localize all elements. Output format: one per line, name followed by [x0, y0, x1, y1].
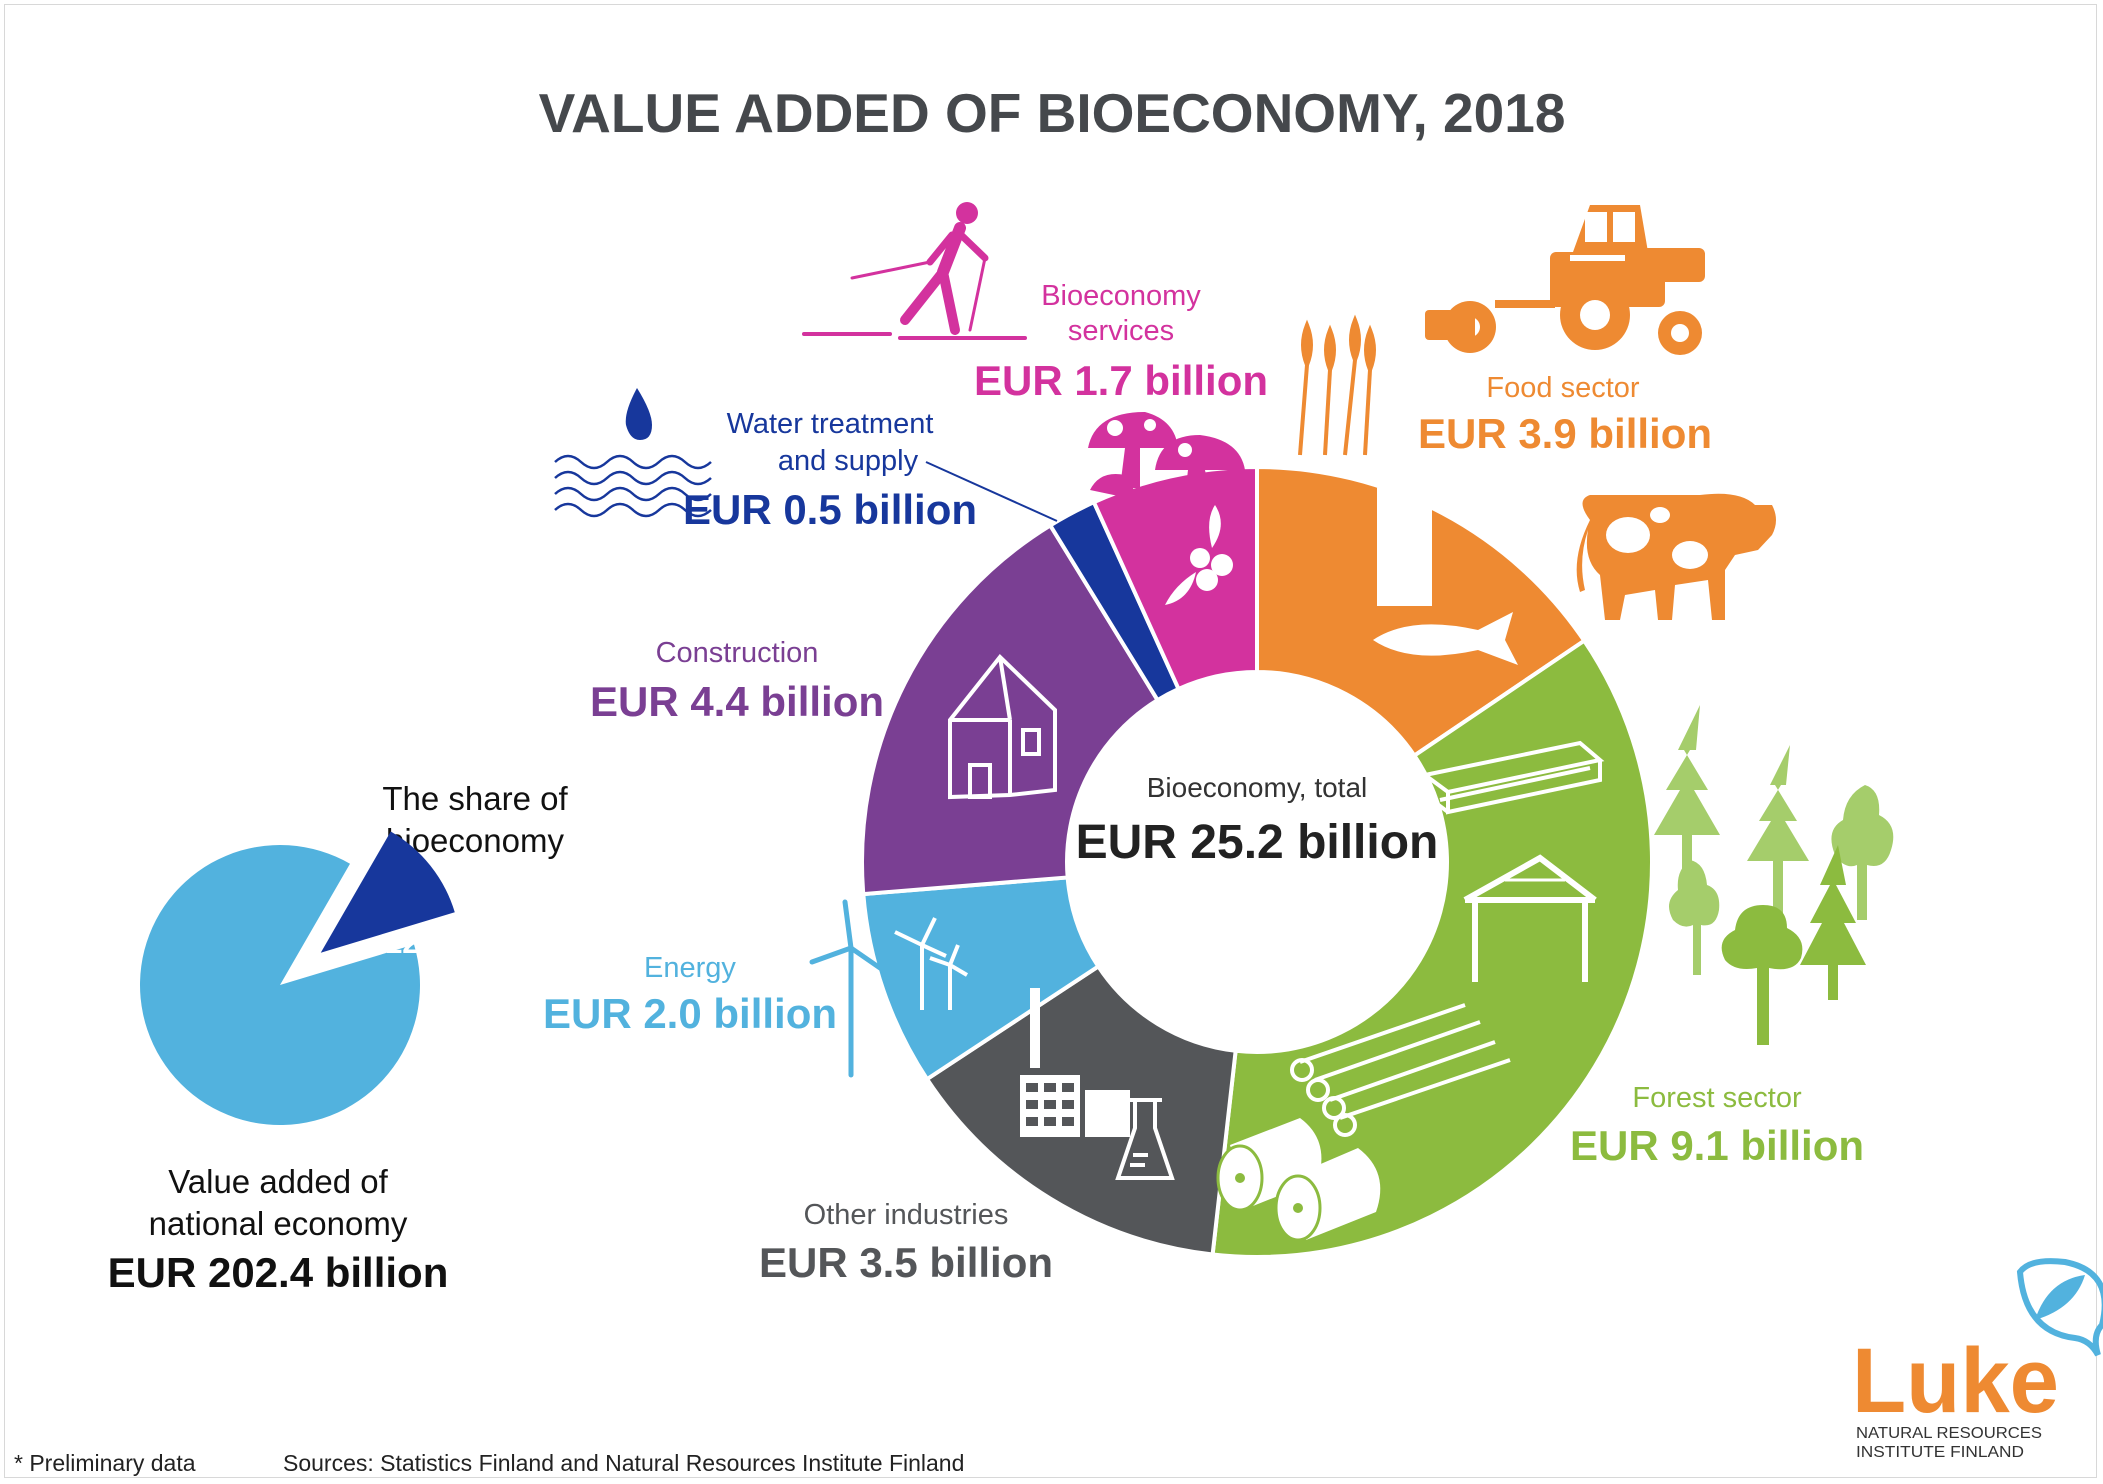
- tree-icon: [1654, 705, 1894, 1045]
- footer-sources: Sources: Statistics Finland and Natural …: [283, 1450, 964, 1476]
- share-title-1: The share of: [382, 780, 568, 817]
- water-drop-icon: [625, 388, 652, 440]
- label-forest-value: EUR 9.1 billion: [1570, 1122, 1864, 1169]
- share-pie-national-economy: [140, 845, 420, 1125]
- share-pie-chart: The share of bioeconomy 12% Value added …: [108, 780, 569, 1296]
- chart-title: VALUE ADDED OF BIOECONOMY, 2018: [539, 82, 1566, 144]
- label-construction-value: EUR 4.4 billion: [590, 678, 884, 725]
- wind-turbine-icon: [894, 917, 969, 1010]
- label-energy-name: Energy: [644, 952, 736, 984]
- leaf-speech-bubble-icon: [2016, 1258, 2103, 1357]
- mushroom-icon: [1088, 412, 1245, 498]
- luke-logo-line1: NATURAL RESOURCES: [1856, 1425, 2042, 1442]
- label-forest-name: Forest sector: [1632, 1082, 1802, 1114]
- donut-segment-other: [924, 963, 1238, 1257]
- label-water-value: EUR 0.5 billion: [683, 486, 977, 533]
- share-pie-bioeconomy-slice: [320, 831, 455, 953]
- label-food: Food sector EUR 3.9 billion: [1418, 372, 1712, 457]
- water-leader-line: [925, 461, 1058, 522]
- label-energy: Energy EUR 2.0 billion: [543, 952, 837, 1037]
- fish-icon: [1373, 612, 1518, 665]
- label-food-name: Food sector: [1486, 372, 1639, 404]
- share-base-2: national economy: [149, 1205, 408, 1242]
- skier-icon: [802, 202, 1027, 340]
- frame-border: [4, 4, 2097, 1478]
- label-construction-name: Construction: [656, 637, 819, 669]
- footer-note: * Preliminary data: [14, 1450, 196, 1476]
- label-water-name-1: Water treatment: [727, 408, 934, 440]
- share-percent-label: 12%: [385, 925, 447, 960]
- label-services-value: EUR 1.7 billion: [974, 357, 1268, 404]
- berries-icon: [1165, 505, 1233, 605]
- waves-icon: [554, 454, 712, 518]
- wheat-icon: [1298, 314, 1376, 456]
- lumber-icon: [1420, 740, 1605, 815]
- milk-carton-icon: [1377, 463, 1433, 606]
- logs-icon: [1290, 1003, 1511, 1137]
- label-other-name: Other industries: [804, 1199, 1009, 1231]
- label-energy-value: EUR 2.0 billion: [543, 990, 837, 1037]
- label-other-value: EUR 3.5 billion: [759, 1239, 1053, 1286]
- luke-logo-line2: INSTITUTE FINLAND: [1856, 1444, 2024, 1461]
- cow-icon: [1576, 493, 1776, 620]
- center-value: EUR 25.2 billion: [1076, 816, 1439, 869]
- paper-roll-icon: [1216, 1118, 1381, 1242]
- tractor-icon: [1425, 205, 1705, 355]
- center-label: Bioeconomy, total: [1147, 772, 1368, 803]
- label-services-name-2: services: [1068, 315, 1174, 347]
- label-services: Bioeconomy services EUR 1.7 billion: [974, 280, 1268, 404]
- donut-segment-forest: [1210, 637, 1654, 1259]
- flask-icon: [1115, 1098, 1175, 1180]
- luke-logo-name: Luke: [1852, 1330, 2059, 1432]
- donut-segment-food: [1255, 464, 1587, 759]
- house-icon: [948, 654, 1057, 800]
- label-services-name-1: Bioeconomy: [1041, 280, 1201, 312]
- luke-logo: Luke NATURAL RESOURCES INSTITUTE FINLAND: [1852, 1258, 2103, 1461]
- factory-icon: [1020, 988, 1130, 1137]
- share-base-value: EUR 202.4 billion: [108, 1249, 449, 1296]
- label-construction: Construction EUR 4.4 billion: [590, 637, 884, 725]
- label-forest: Forest sector EUR 9.1 billion: [1570, 1082, 1864, 1169]
- label-food-value: EUR 3.9 billion: [1418, 410, 1712, 457]
- building-frame-icon: [1463, 854, 1597, 982]
- donut-chart: [860, 464, 1654, 1259]
- share-base-1: Value added of: [168, 1163, 388, 1200]
- label-water: Water treatment and supply EUR 0.5 billi…: [683, 408, 1058, 533]
- wind-turbine-icon: [809, 899, 883, 1078]
- label-water-name-2: and supply: [778, 445, 919, 477]
- label-other: Other industries EUR 3.5 billion: [759, 1199, 1053, 1286]
